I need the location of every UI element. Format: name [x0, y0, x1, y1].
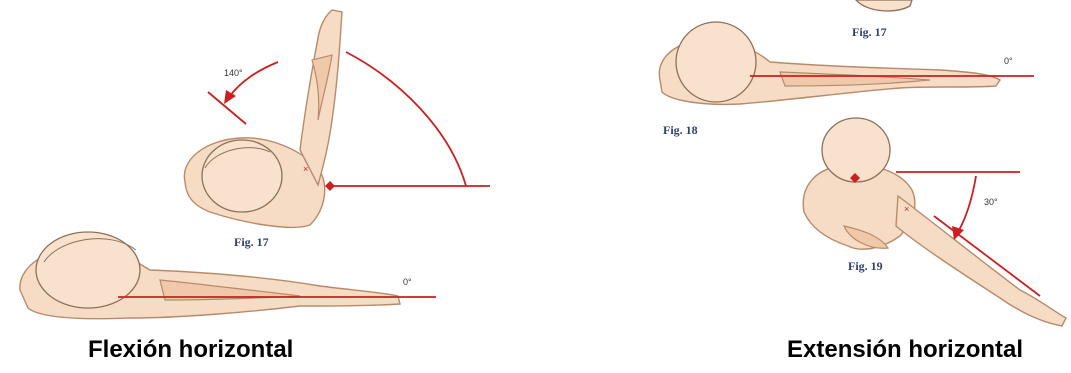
caption-horizontal-extension: Extensión horizontal — [787, 336, 1024, 363]
extension-backward-arm-figure: × 30° — [802, 117, 1067, 327]
fig-18-label: Fig. 18 — [663, 123, 698, 137]
svg-text:×: × — [904, 204, 909, 214]
flexion-raised-arm-figure: × 140° — [183, 9, 490, 228]
extension-angle-30-label: 30° — [984, 197, 998, 207]
caption-horizontal-flexion: Flexión horizontal — [88, 336, 294, 363]
flexion-angle-140-label: 140° — [224, 68, 243, 78]
svg-text:×: × — [303, 164, 308, 174]
fig-19-label: Fig. 19 — [848, 259, 883, 273]
fig-17-label-right: Fig. 17 — [852, 25, 887, 39]
flexion-angle-0-label: 0° — [403, 277, 412, 287]
flexion-neutral-figure: 0° — [19, 231, 436, 320]
extension-top-partial-figure — [855, 0, 913, 12]
fig-17-label-left: Fig. 17 — [234, 235, 269, 249]
extension-neutral-figure: 0° — [658, 21, 1034, 106]
extension-angle-0-label: 0° — [1004, 56, 1013, 66]
